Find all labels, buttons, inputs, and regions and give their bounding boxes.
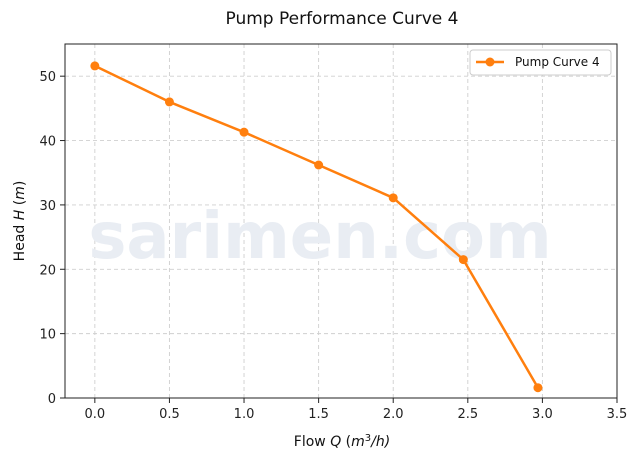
y-tick-label: 30 [39,199,56,214]
y-tick-label: 0 [48,392,56,407]
data-point [90,61,100,71]
plot-frame [64,43,618,399]
y-tick-label: 50 [39,70,56,85]
series-layer [90,61,543,393]
x-tick-label: 3.0 [532,407,553,422]
data-point [164,97,174,107]
x-tick-label: 2.5 [457,407,478,422]
data-point [533,383,543,393]
data-point [458,255,468,265]
x-tick-label: 2.0 [383,407,404,422]
data-point [314,160,324,170]
y-axis-label: Head H (m) [12,181,28,262]
y-tick-label: 40 [39,135,56,150]
y-axis-label-var: H [12,209,28,220]
y-axis-label-prefix: Head [12,220,28,261]
y-axis-label-open: ( [12,200,28,210]
x-axis-label-unit-m: m [351,434,365,450]
legend: Pump Curve 4 [469,49,612,76]
y-axis-label-unit-m: m [12,186,28,200]
watermark: sarimen.com [88,200,551,274]
chart-title: Pump Performance Curve 4 [226,9,459,29]
x-axis-ticks: 0.0 0.5 1.0 1.5 2.0 2.5 3.0 3.5 [84,398,627,422]
legend-marker-swatch [485,57,495,67]
x-tick-label: 0.5 [159,407,180,422]
y-axis-ticks: 0 10 20 30 40 50 [39,70,65,407]
x-tick-label: 1.0 [234,407,255,422]
x-axis-label-exp: 3 [365,433,371,444]
x-axis-label-open: ( [341,434,351,450]
x-axis-label: Flow Q (m3/h) [294,433,390,451]
y-tick-label: 10 [39,328,56,343]
x-axis-label-var: Q [330,434,341,450]
y-tick-label: 20 [39,263,56,278]
legend-label: Pump Curve 4 [515,55,600,69]
data-point [239,127,249,137]
x-axis-label-prefix: Flow [294,434,330,450]
x-tick-label: 1.5 [308,407,329,422]
x-tick-label: 3.5 [607,407,628,422]
y-axis-label-close: ) [12,181,28,186]
x-axis-label-rest: /h) [369,434,390,450]
legend-box [469,49,612,76]
data-point [388,193,398,203]
x-tick-label: 0.0 [84,407,105,422]
